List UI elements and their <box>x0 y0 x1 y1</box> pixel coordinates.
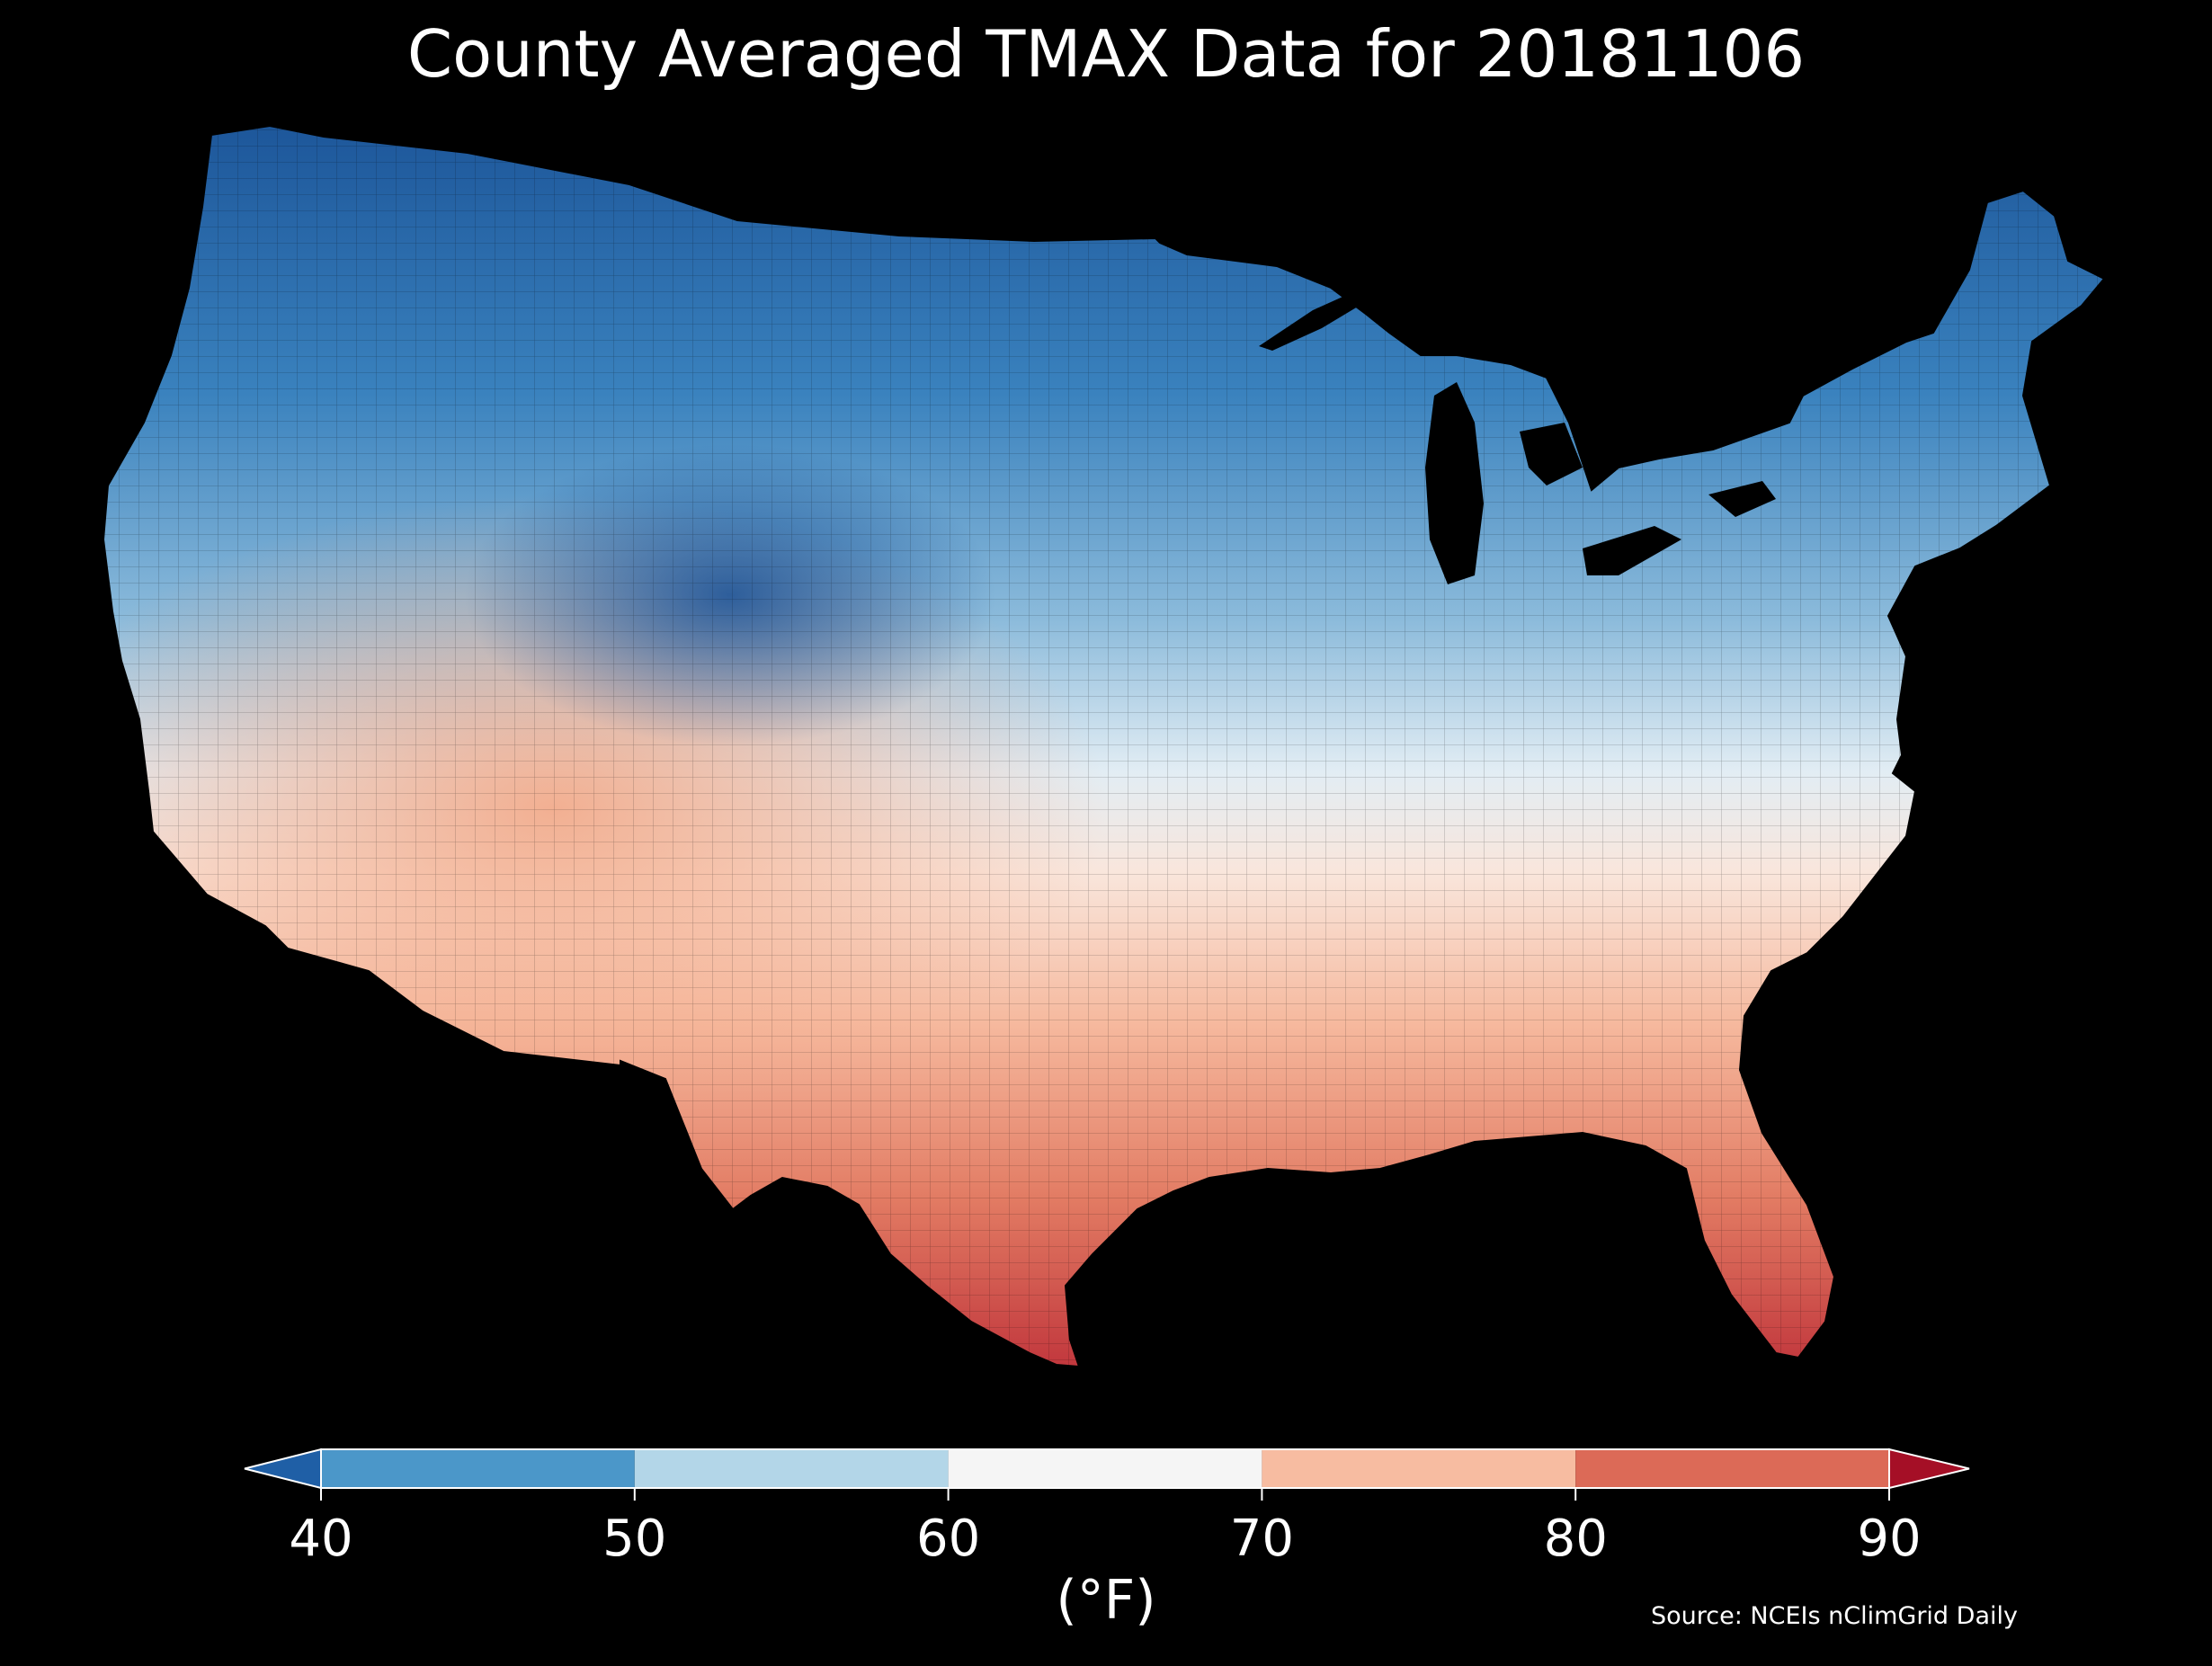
colorbar-outline <box>320 1448 1890 1489</box>
map-title: County Averaged TMAX Data for 20181106 <box>406 16 1806 92</box>
colorbar-bin <box>321 1449 635 1488</box>
colorbar-bin <box>1262 1449 1576 1488</box>
colorbar-bin <box>634 1449 949 1488</box>
colorbar-tick-label: 80 <box>1544 1510 1608 1568</box>
colorbar-bin <box>1575 1449 1889 1488</box>
colorbar-extend-low <box>244 1448 322 1490</box>
colorbar-unit-label: (°F) <box>1056 1569 1156 1632</box>
colorbar-tick-label: 40 <box>289 1510 352 1568</box>
source-credit: Source: NCEIs nClimGrid Daily <box>1651 1602 2018 1630</box>
colorbar-tick-label: 90 <box>1857 1510 1921 1568</box>
colorbar-tick-label: 70 <box>1230 1510 1294 1568</box>
colorbar-tick-label: 50 <box>602 1510 666 1568</box>
colorbar-tick-label: 60 <box>916 1510 980 1568</box>
colorbar-extend-high <box>1888 1448 1970 1490</box>
colorbar-bin <box>948 1449 1262 1488</box>
great-lakes <box>1259 286 1776 584</box>
